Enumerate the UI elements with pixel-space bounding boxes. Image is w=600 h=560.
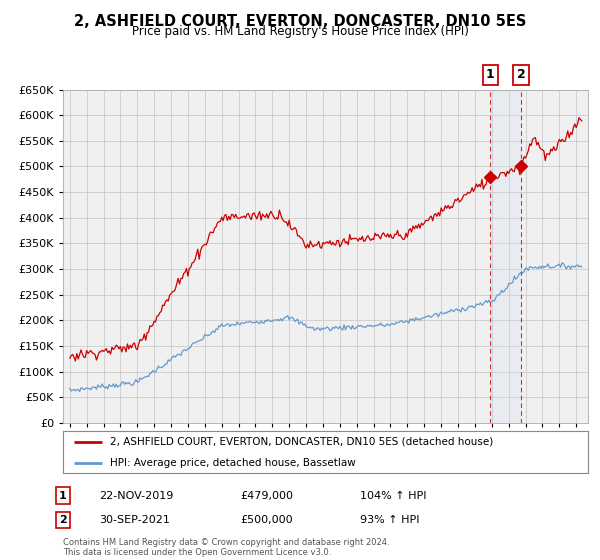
Text: 2: 2: [517, 68, 526, 81]
Text: Contains HM Land Registry data © Crown copyright and database right 2024.
This d: Contains HM Land Registry data © Crown c…: [63, 538, 389, 557]
Text: HPI: Average price, detached house, Bassetlaw: HPI: Average price, detached house, Bass…: [110, 458, 356, 468]
Text: 1: 1: [486, 68, 495, 81]
Text: 93% ↑ HPI: 93% ↑ HPI: [360, 515, 419, 525]
Text: £500,000: £500,000: [240, 515, 293, 525]
Text: £479,000: £479,000: [240, 491, 293, 501]
Text: 22-NOV-2019: 22-NOV-2019: [99, 491, 173, 501]
Text: 2: 2: [59, 515, 67, 525]
Text: 2, ASHFIELD COURT, EVERTON, DONCASTER, DN10 5ES: 2, ASHFIELD COURT, EVERTON, DONCASTER, D…: [74, 14, 526, 29]
Bar: [490, 90, 521, 423]
Text: 1: 1: [59, 491, 67, 501]
Text: Price paid vs. HM Land Registry's House Price Index (HPI): Price paid vs. HM Land Registry's House …: [131, 25, 469, 38]
Text: 104% ↑ HPI: 104% ↑ HPI: [360, 491, 427, 501]
Text: 2, ASHFIELD COURT, EVERTON, DONCASTER, DN10 5ES (detached house): 2, ASHFIELD COURT, EVERTON, DONCASTER, D…: [110, 437, 493, 447]
Text: 30-SEP-2021: 30-SEP-2021: [99, 515, 170, 525]
